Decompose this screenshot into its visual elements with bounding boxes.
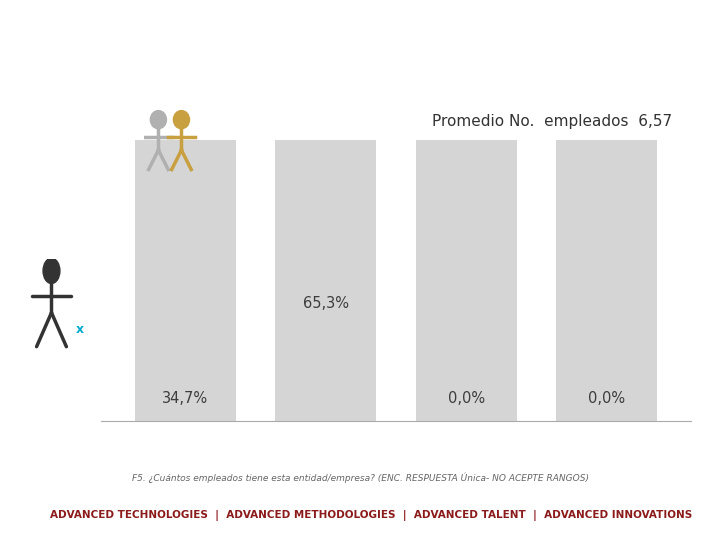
Text: 0,0%: 0,0% — [588, 392, 626, 406]
Text: 34,7%: 34,7% — [162, 392, 208, 406]
Circle shape — [150, 111, 166, 129]
Text: ADVANCED TECHNOLOGIES  |  ADVANCED METHODOLOGIES  |  ADVANCED TALENT  |  ADVANCE: ADVANCED TECHNOLOGIES | ADVANCED METHODO… — [50, 510, 693, 521]
Bar — [275, 140, 377, 421]
Bar — [557, 140, 657, 421]
Bar — [135, 140, 235, 421]
Circle shape — [174, 111, 189, 129]
Bar — [415, 140, 517, 421]
Text: F5. ¿Cuántos empleados tiene esta entidad/empresa? (ENC. RESPUESTA Única- NO ACE: F5. ¿Cuántos empleados tiene esta entida… — [132, 472, 588, 483]
Text: 0,0%: 0,0% — [448, 392, 485, 406]
Text: Promedio No.  empleados  6,57: Promedio No. empleados 6,57 — [432, 114, 672, 129]
Text: x: x — [76, 323, 84, 336]
Text: 65,3%: 65,3% — [302, 296, 348, 310]
Circle shape — [43, 258, 60, 284]
